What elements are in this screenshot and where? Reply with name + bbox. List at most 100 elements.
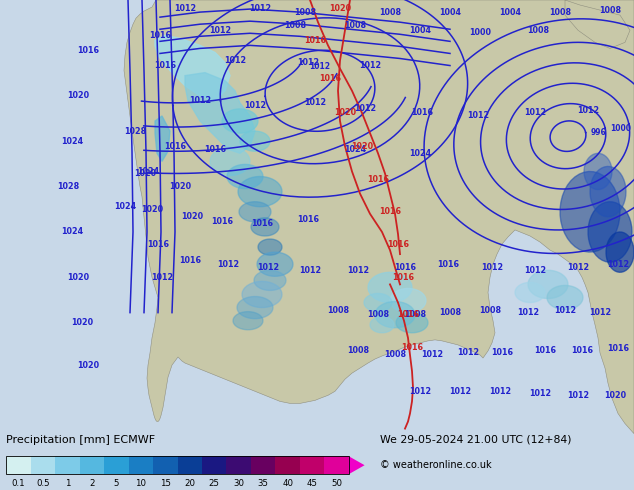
- Polygon shape: [375, 301, 415, 328]
- Text: 1016: 1016: [211, 218, 233, 226]
- Text: 1008: 1008: [439, 308, 461, 317]
- Text: 1012: 1012: [517, 308, 539, 317]
- Polygon shape: [210, 147, 250, 175]
- Text: 1012: 1012: [467, 112, 489, 121]
- Bar: [129, 456, 153, 474]
- Text: 1012: 1012: [421, 350, 443, 360]
- Bar: [324, 456, 349, 474]
- Polygon shape: [547, 285, 583, 310]
- Bar: [275, 456, 300, 474]
- Text: 1016: 1016: [392, 273, 414, 282]
- Polygon shape: [368, 272, 412, 302]
- Text: We 29-05-2024 21.00 UTC (12+84): We 29-05-2024 21.00 UTC (12+84): [380, 435, 572, 445]
- Bar: [55, 456, 80, 474]
- Text: 1008: 1008: [384, 350, 406, 360]
- Text: 1028: 1028: [124, 126, 146, 136]
- Text: 1020: 1020: [604, 391, 626, 400]
- Polygon shape: [588, 202, 632, 262]
- Text: 5: 5: [113, 479, 119, 488]
- Text: 1012: 1012: [257, 263, 279, 272]
- Text: 996: 996: [591, 128, 606, 137]
- Polygon shape: [238, 176, 282, 207]
- Polygon shape: [590, 167, 626, 217]
- Text: 1012: 1012: [304, 98, 326, 107]
- Text: 1020: 1020: [67, 273, 89, 282]
- Text: 1012: 1012: [524, 266, 546, 275]
- Text: 1012: 1012: [217, 260, 239, 269]
- Text: 35: 35: [257, 479, 269, 488]
- Text: 40: 40: [282, 479, 293, 488]
- Text: 1004: 1004: [499, 8, 521, 17]
- Polygon shape: [370, 317, 394, 333]
- Text: 1012: 1012: [449, 387, 471, 396]
- Text: 1020: 1020: [77, 361, 99, 369]
- Text: 1012: 1012: [249, 3, 271, 13]
- Text: 1016: 1016: [411, 108, 433, 118]
- Polygon shape: [560, 172, 620, 252]
- Text: Precipitation [mm] ECMWF: Precipitation [mm] ECMWF: [6, 435, 155, 445]
- Text: 1020: 1020: [351, 142, 373, 151]
- Text: 1016: 1016: [147, 240, 169, 248]
- Text: 1016: 1016: [154, 61, 176, 70]
- Text: 1008: 1008: [347, 346, 369, 355]
- Text: 1012: 1012: [409, 387, 431, 396]
- Polygon shape: [364, 294, 392, 312]
- Text: 1016: 1016: [401, 343, 423, 352]
- Text: 1012: 1012: [607, 260, 629, 269]
- Polygon shape: [227, 164, 263, 189]
- Text: 1012: 1012: [297, 58, 319, 67]
- Text: 1012: 1012: [209, 26, 231, 35]
- Polygon shape: [257, 252, 293, 276]
- Text: 1016: 1016: [367, 175, 389, 184]
- Polygon shape: [606, 232, 634, 272]
- Text: 1012: 1012: [481, 263, 503, 272]
- Text: 1012: 1012: [567, 391, 589, 400]
- Text: 10: 10: [135, 479, 146, 488]
- Text: 1020: 1020: [181, 212, 203, 221]
- Text: 1008: 1008: [294, 8, 316, 17]
- Text: 1000: 1000: [611, 124, 631, 133]
- Text: 1024: 1024: [409, 149, 431, 158]
- Polygon shape: [153, 126, 165, 146]
- Bar: [226, 456, 251, 474]
- Text: 1024: 1024: [61, 227, 83, 237]
- Polygon shape: [155, 116, 170, 161]
- Text: 1008: 1008: [344, 21, 366, 30]
- Text: 2: 2: [89, 479, 94, 488]
- Text: 1008: 1008: [379, 8, 401, 17]
- Polygon shape: [155, 35, 230, 101]
- Text: 1008: 1008: [599, 5, 621, 15]
- Text: 1008: 1008: [284, 21, 306, 30]
- Polygon shape: [124, 0, 634, 434]
- Text: 1012: 1012: [354, 104, 376, 113]
- Text: 20: 20: [184, 479, 195, 488]
- Text: 1020: 1020: [329, 3, 351, 13]
- Text: 1008: 1008: [549, 8, 571, 17]
- Polygon shape: [349, 456, 365, 474]
- Polygon shape: [254, 270, 286, 291]
- Text: 45: 45: [306, 479, 318, 488]
- Text: 1020: 1020: [169, 182, 191, 191]
- Polygon shape: [185, 73, 255, 153]
- Polygon shape: [233, 312, 263, 330]
- Text: 1016: 1016: [179, 256, 201, 265]
- Polygon shape: [528, 270, 568, 298]
- Text: 1020: 1020: [134, 169, 156, 178]
- Polygon shape: [565, 0, 630, 49]
- Text: 1016: 1016: [607, 344, 629, 353]
- Bar: [153, 456, 178, 474]
- Text: 1016: 1016: [397, 310, 419, 319]
- Text: 1012: 1012: [244, 101, 266, 110]
- Text: 1016: 1016: [379, 207, 401, 216]
- Polygon shape: [515, 282, 545, 302]
- Text: 1016: 1016: [319, 74, 341, 83]
- Text: 1016: 1016: [304, 36, 326, 45]
- Text: 1020: 1020: [67, 91, 89, 100]
- Polygon shape: [242, 281, 282, 308]
- Text: 1012: 1012: [524, 108, 546, 118]
- Text: 1016: 1016: [437, 260, 459, 269]
- Polygon shape: [251, 218, 279, 236]
- Text: 1016: 1016: [251, 220, 273, 228]
- Text: 1016: 1016: [164, 142, 186, 151]
- Text: 1: 1: [65, 479, 70, 488]
